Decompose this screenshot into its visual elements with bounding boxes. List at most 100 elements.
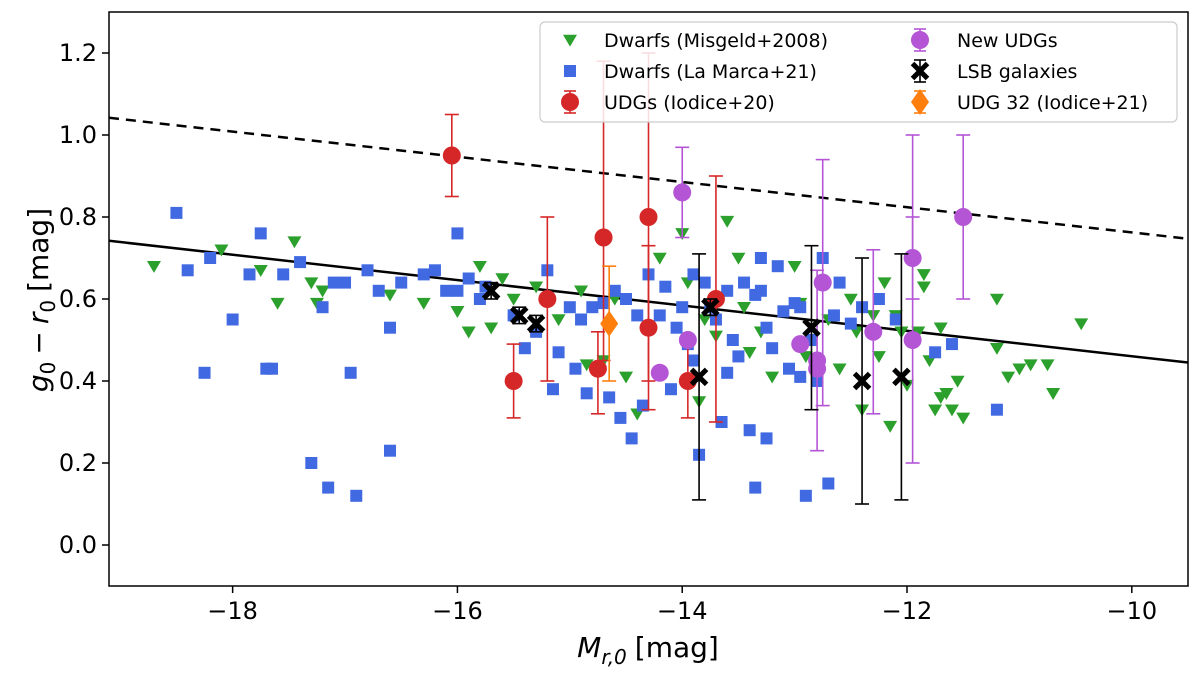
point-lamarca [277,268,290,281]
legend: Dwarfs (Misgeld+2008) Dwarfs (La Marca+2… [539,21,1178,123]
point-lamarca [738,276,751,289]
point-lamarca [563,301,576,314]
point-lsb [481,281,501,301]
point-new_udg [903,249,922,267]
point-lamarca [777,305,790,318]
point-lamarca [181,264,194,277]
point-lamarca [614,411,627,424]
point-lamarca [451,227,464,240]
point-misgeld [933,392,948,405]
point-lamarca [844,317,857,330]
point-lamarca [339,276,352,289]
point-lamarca [990,403,1003,416]
y-title-minus: − [22,331,55,354]
point-udg_iodice20 [594,228,613,247]
point-lamarca [305,457,318,469]
point-lamarca [294,256,307,269]
series-new_udg [650,134,973,464]
point-lamarca [822,477,835,490]
legend-label-udg-iodice20: UDGs (Iodice+20) [604,92,775,114]
point-lamarca [827,309,840,322]
point-lamarca [625,432,638,445]
point-lsb [802,318,821,337]
point-misgeld [911,326,926,339]
point-lsb [689,367,709,387]
point-lamarca [322,481,335,494]
point-lamarca [771,260,784,273]
point-misgeld [871,351,886,364]
x-tick-label: −16 [432,597,483,625]
point-lamarca [732,350,745,363]
point-misgeld [652,252,667,265]
point-lamarca [226,313,239,326]
point-misgeld [551,314,566,327]
y-tick-label: 1.0 [59,121,97,149]
point-lamarca [659,280,672,293]
x-tick-label: −18 [207,597,258,625]
point-lamarca [760,321,773,334]
point-misgeld [928,404,943,417]
point-lsb [892,367,911,387]
point-udg_iodice20 [504,372,523,390]
point-lamarca [687,268,700,281]
point-lsb [701,297,720,317]
point-lamarca [603,391,616,404]
point-new_udg [673,183,692,202]
y-title-sub-g: 0 [36,362,60,375]
point-lsb [526,314,546,333]
point-lamarca [743,424,756,437]
point-misgeld [574,285,589,298]
point-misgeld [877,277,892,290]
point-lamarca [608,284,621,297]
point-udg_iodice20 [442,146,461,165]
point-lamarca [243,268,256,281]
point-lamarca [440,284,453,297]
series-udg32 [600,265,619,382]
point-misgeld [956,412,971,425]
legend-label-lamarca: Dwarfs (La Marca+21) [604,61,817,83]
x-tick-label: −12 [882,597,933,625]
point-lamarca [833,276,846,289]
point-lamarca [383,444,396,457]
point-lamarca [198,366,211,379]
point-lamarca [451,284,464,297]
point-lamarca [372,284,385,297]
point-lamarca [929,346,942,359]
point-misgeld [416,297,431,310]
y-title-g: g [22,374,55,392]
point-udg_iodice20 [678,372,697,390]
data-points [146,52,1089,505]
point-lamarca [945,338,958,351]
x-title-unit: [mag] [635,631,719,664]
point-misgeld [787,260,802,273]
point-lamarca [580,387,593,400]
point-misgeld [495,273,510,286]
legend-marker-udg_iodice20 [561,93,579,111]
point-misgeld [798,351,813,364]
point-new_udg [678,331,697,349]
point-misgeld [1001,371,1016,384]
point-udg_iodice20 [538,290,557,308]
point-misgeld [737,301,752,314]
point-lamarca [653,309,666,322]
point-misgeld [472,260,487,273]
y-title-sub-r: 0 [36,300,60,313]
point-misgeld [843,293,858,306]
point-lamarca [760,432,773,445]
point-misgeld [765,371,780,384]
point-misgeld [461,326,476,339]
point-misgeld [529,281,544,294]
legend-label-udg32: UDG 32 (Iodice+21) [957,92,1148,114]
point-lamarca [687,354,700,367]
series-lsb [481,244,911,505]
point-misgeld [742,347,757,359]
point-lamarca [518,342,531,355]
point-lamarca [721,284,734,297]
point-misgeld [1074,318,1089,331]
point-lamarca [620,293,633,305]
legend-marker-misgeld [563,34,577,47]
point-lamarca [698,276,711,289]
point-lamarca [254,227,267,240]
point-lamarca [676,301,689,314]
